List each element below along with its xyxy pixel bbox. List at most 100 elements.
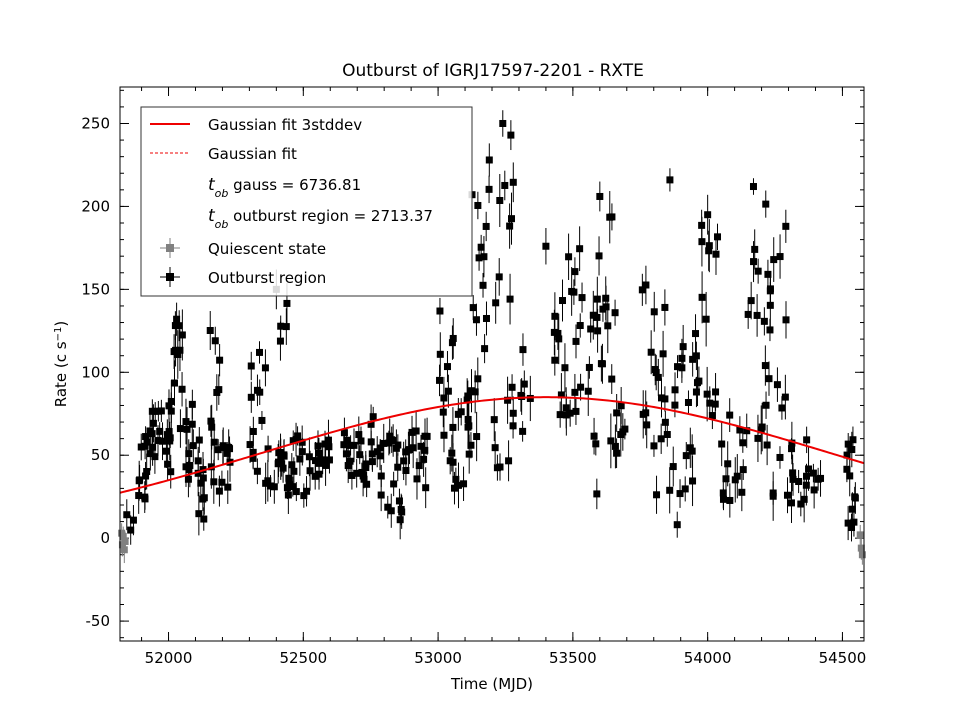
outburst-point	[848, 431, 856, 468]
outburst-point-marker	[171, 322, 179, 330]
outburst-point-marker	[348, 471, 356, 479]
outburst-point-marker	[219, 442, 227, 450]
quiescent-point	[121, 531, 129, 552]
outburst-point-marker	[394, 441, 402, 449]
outburst-point-marker	[276, 337, 284, 345]
outburst-point	[270, 469, 278, 504]
outburst-point-marker	[669, 463, 677, 471]
outburst-point	[388, 426, 396, 453]
outburst-point	[621, 418, 629, 440]
outburst-point	[803, 426, 811, 454]
legend-fit3-label: Gaussian fit 3stddev	[208, 116, 362, 134]
outburst-point-marker	[404, 446, 412, 454]
outburst-point	[666, 467, 674, 514]
outburst-point-marker	[559, 297, 567, 305]
outburst-point-marker	[501, 181, 509, 189]
outburst-point-marker	[472, 316, 480, 324]
outburst-point	[143, 453, 151, 490]
outburst-point	[744, 299, 752, 329]
outburst-point-marker	[692, 388, 700, 396]
outburst-point-marker	[480, 253, 488, 261]
outburst-point-marker	[289, 437, 297, 445]
outburst-point	[778, 396, 786, 420]
outburst-point	[481, 334, 489, 364]
y-tick-label: 0	[100, 529, 110, 547]
legend-box	[140, 106, 473, 297]
outburst-point-marker	[477, 243, 485, 251]
outburst-point	[367, 430, 375, 454]
data-layer	[118, 110, 866, 565]
outburst-point-marker	[787, 499, 795, 507]
outburst-point	[598, 343, 606, 384]
outburst-point	[449, 318, 457, 359]
outburst-point-marker	[368, 450, 376, 458]
outburst-point	[587, 315, 595, 343]
outburst-point-marker	[357, 437, 365, 445]
outburst-point-marker	[356, 451, 364, 459]
outburst-point-marker	[256, 348, 264, 356]
outburst-point	[565, 233, 573, 280]
outburst-point	[296, 442, 304, 476]
outburst-point	[769, 471, 777, 521]
outburst-point-marker	[146, 450, 154, 458]
outburst-point	[436, 332, 444, 377]
outburst-point-marker	[452, 475, 460, 483]
outburst-point-marker	[377, 491, 385, 499]
outburst-point	[464, 405, 472, 449]
outburst-point-marker	[585, 363, 593, 371]
outburst-point	[576, 313, 584, 338]
outburst-point-marker	[698, 221, 706, 229]
outburst-point	[810, 471, 818, 509]
outburst-point-marker	[499, 119, 507, 127]
outburst-point	[661, 289, 669, 326]
outburst-point	[566, 399, 574, 427]
outburst-point	[526, 375, 534, 422]
outburst-point-marker	[608, 213, 616, 221]
outburst-point	[158, 422, 166, 461]
outburst-point-marker	[175, 322, 183, 330]
outburst-point	[156, 422, 164, 441]
outburst-point	[141, 488, 149, 510]
outburst-point-marker	[249, 427, 257, 435]
outburst-point	[766, 275, 774, 302]
outburst-point	[123, 499, 131, 531]
outburst-point	[482, 211, 490, 242]
outburst-point-marker	[493, 464, 501, 472]
outburst-point-marker	[663, 431, 671, 439]
outburst-point-marker	[289, 483, 297, 491]
outburst-point-marker	[661, 418, 669, 426]
outburst-point-marker	[178, 331, 186, 339]
outburst-point-marker	[373, 448, 381, 456]
outburst-point	[509, 396, 517, 431]
outburst-point-marker	[692, 330, 700, 338]
legend-tob-region-sub: ob	[215, 218, 229, 231]
outburst-point	[261, 349, 269, 387]
outburst-point-marker	[485, 156, 493, 164]
outburst-point	[449, 407, 457, 448]
outburst-point	[256, 341, 264, 364]
outburst-point-marker	[377, 472, 385, 480]
plot-frame	[119, 86, 865, 642]
outburst-point	[166, 421, 174, 461]
outburst-point	[376, 441, 384, 471]
outburst-point-marker	[290, 467, 298, 475]
outburst-point	[642, 265, 650, 305]
outburst-point-marker	[264, 477, 272, 485]
outburst-point-marker	[266, 482, 274, 490]
outburst-point	[770, 237, 778, 282]
outburst-point-marker	[754, 267, 762, 275]
outburst-point	[698, 271, 706, 324]
outburst-point-marker	[505, 457, 513, 465]
outburst-point	[300, 483, 308, 508]
outburst-point-marker	[346, 457, 354, 465]
outburst-point	[782, 301, 790, 339]
outburst-point-marker	[650, 308, 658, 316]
outburst-point	[754, 414, 762, 462]
outburst-point-marker	[689, 477, 697, 485]
outburst-point-marker	[814, 475, 822, 483]
outburst-point	[507, 120, 515, 151]
legend-tob-gauss-sub: ob	[215, 187, 229, 200]
quiescent-point-marker	[120, 546, 128, 554]
outburst-point-marker	[436, 350, 444, 358]
outburst-point-marker	[678, 364, 686, 372]
